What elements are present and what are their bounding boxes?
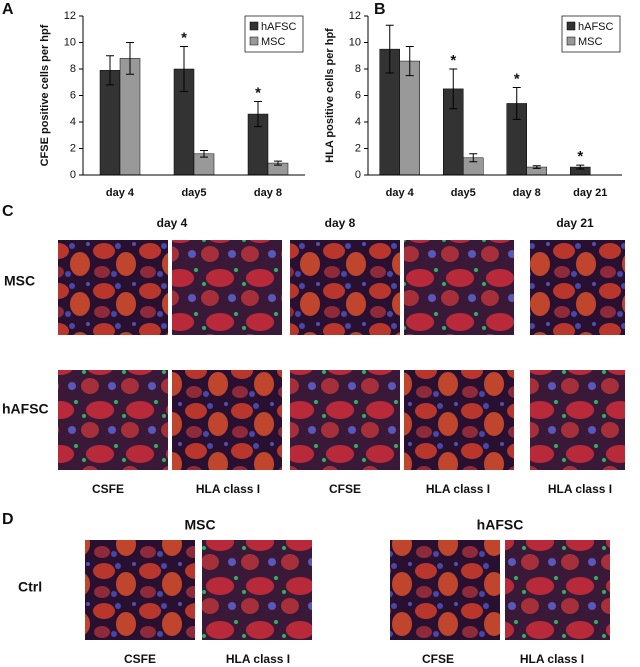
column-label: CSFE bbox=[92, 482, 124, 496]
column-label: CFSE bbox=[422, 652, 454, 666]
legend-swatch bbox=[566, 36, 576, 46]
error-bar bbox=[274, 160, 282, 166]
legend-swatch bbox=[566, 21, 576, 31]
column-label: HLA class I bbox=[226, 652, 290, 666]
column-label: CSFE bbox=[124, 652, 156, 666]
significance-marker: * bbox=[514, 71, 520, 88]
day-label: day 4 bbox=[157, 216, 188, 230]
day-label: day 8 bbox=[325, 216, 356, 230]
error-bar bbox=[449, 68, 458, 110]
row-label: MSC bbox=[4, 273, 35, 289]
significance-marker: * bbox=[577, 148, 583, 165]
x-tick-label: day 21 bbox=[573, 187, 607, 199]
group-label: MSC bbox=[184, 517, 215, 533]
x-tick-label: day 4 bbox=[106, 187, 135, 199]
error-bar bbox=[385, 24, 394, 74]
column-label: HLA class I bbox=[196, 482, 260, 496]
y-tick-label: 4 bbox=[355, 116, 361, 128]
error-bar bbox=[405, 45, 414, 77]
legend-label: MSC bbox=[578, 36, 603, 48]
y-tick-label: 8 bbox=[70, 63, 76, 75]
error-bar bbox=[126, 42, 134, 75]
error-bar bbox=[512, 87, 521, 120]
group-label: hAFSC bbox=[477, 517, 524, 533]
panel-letter: C bbox=[2, 203, 14, 220]
micrograph bbox=[290, 370, 400, 470]
micrograph bbox=[290, 240, 400, 335]
row-label: hAFSC bbox=[2, 401, 49, 417]
x-tick-label: day 8 bbox=[254, 187, 282, 199]
error-bar bbox=[180, 45, 188, 93]
y-tick-label: 8 bbox=[355, 63, 361, 75]
error-bar bbox=[469, 153, 478, 163]
micrograph bbox=[58, 370, 168, 470]
y-axis-label: CFSE positive cells per hpf bbox=[39, 24, 51, 166]
significance-marker: * bbox=[450, 52, 456, 69]
y-tick-label: 12 bbox=[349, 10, 361, 22]
y-tick-label: 10 bbox=[349, 36, 361, 48]
column-label: HLA class I bbox=[520, 652, 584, 666]
legend-label: hAFSC bbox=[261, 21, 297, 33]
micrograph bbox=[202, 540, 312, 640]
legend-label: hAFSC bbox=[578, 21, 614, 33]
panel-letter: D bbox=[2, 511, 14, 528]
panel-letter: B bbox=[374, 1, 386, 18]
column-label: CFSE bbox=[329, 482, 361, 496]
y-tick-label: 4 bbox=[70, 116, 76, 128]
bar bbox=[119, 58, 141, 176]
micrograph-grid bbox=[58, 240, 625, 640]
y-tick-label: 10 bbox=[64, 36, 76, 48]
legend-label: MSC bbox=[261, 36, 286, 48]
bar bbox=[399, 60, 420, 176]
micrograph bbox=[530, 370, 625, 470]
micrograph bbox=[404, 370, 514, 470]
micrograph bbox=[530, 240, 625, 335]
significance-marker: * bbox=[255, 84, 261, 101]
micrograph bbox=[505, 540, 610, 640]
x-tick-label: day 4 bbox=[386, 187, 415, 199]
y-axis-label: HLA positive cells per hpf bbox=[324, 28, 336, 163]
error-bar bbox=[532, 165, 541, 169]
x-tick-label: day5 bbox=[451, 187, 476, 199]
bar bbox=[99, 70, 121, 176]
significance-marker: * bbox=[181, 29, 187, 46]
micrograph bbox=[85, 540, 195, 640]
micrograph bbox=[172, 370, 282, 470]
row-label: Ctrl bbox=[18, 579, 42, 595]
x-tick-label: day 8 bbox=[513, 187, 541, 199]
day-label: day 21 bbox=[556, 216, 594, 230]
micrograph bbox=[404, 240, 514, 335]
micrograph bbox=[390, 540, 500, 640]
legend-swatch bbox=[249, 36, 259, 46]
y-tick-label: 2 bbox=[70, 142, 76, 154]
y-tick-label: 6 bbox=[355, 89, 361, 101]
y-tick-label: 0 bbox=[70, 169, 76, 181]
error-bar bbox=[576, 164, 585, 170]
y-tick-label: 12 bbox=[64, 10, 76, 22]
error-bar bbox=[106, 55, 114, 86]
panel-letter: A bbox=[2, 1, 14, 18]
column-label: HLA class I bbox=[426, 482, 490, 496]
column-label: HLA class I bbox=[548, 482, 612, 496]
y-tick-label: 6 bbox=[70, 89, 76, 101]
x-tick-label: day5 bbox=[181, 187, 206, 199]
micrograph bbox=[172, 240, 282, 335]
y-tick-label: 0 bbox=[355, 169, 361, 181]
error-bar bbox=[254, 100, 262, 128]
y-tick-label: 2 bbox=[355, 142, 361, 154]
micrograph bbox=[58, 240, 168, 335]
error-bar bbox=[200, 149, 208, 158]
legend-swatch bbox=[249, 21, 259, 31]
